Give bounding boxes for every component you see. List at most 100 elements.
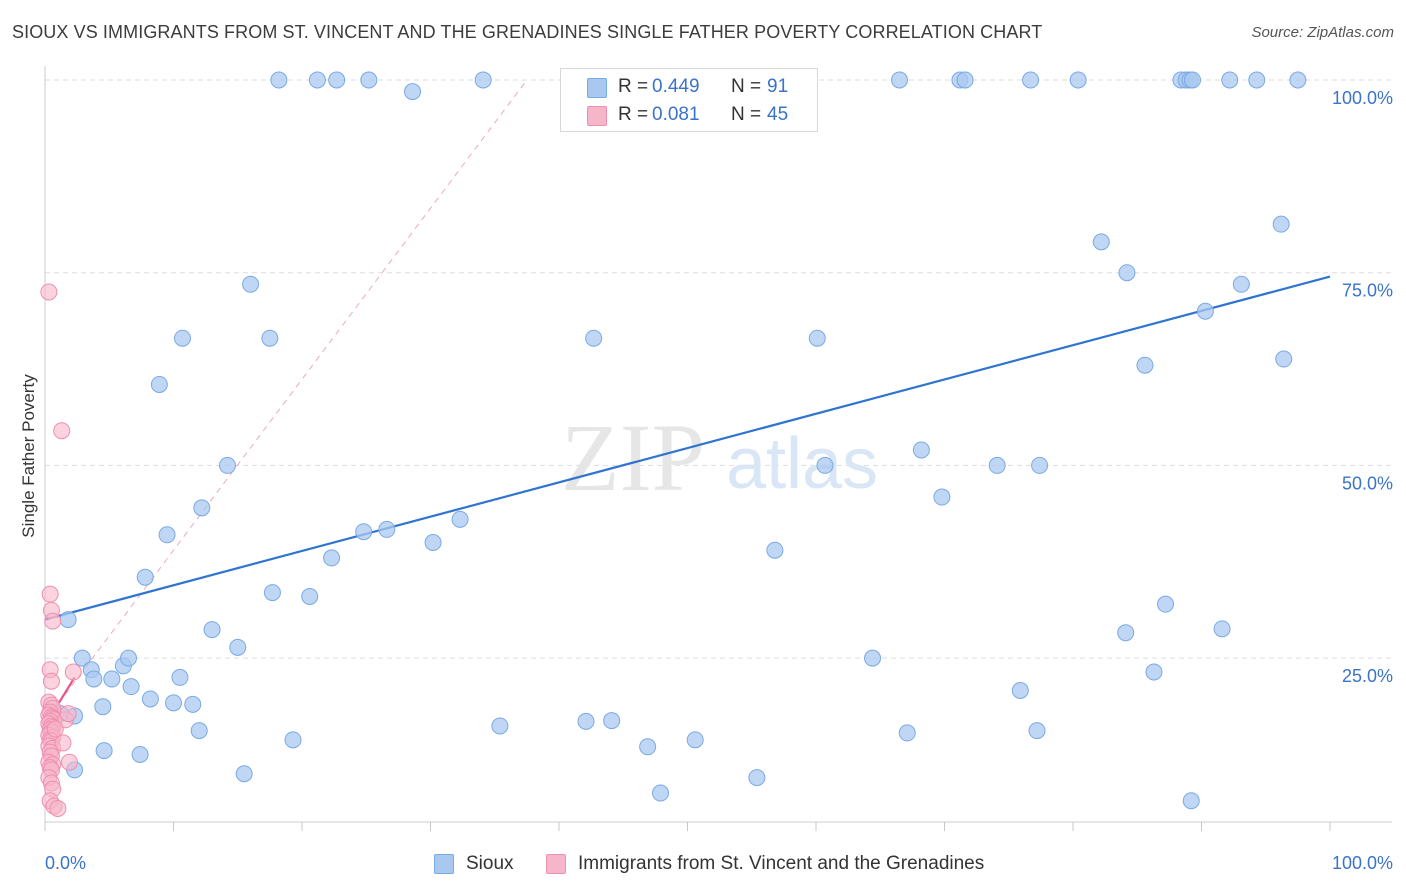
watermark-atlas: atlas	[726, 424, 878, 504]
point-sioux	[328, 71, 346, 89]
legend-swatch-sioux	[587, 78, 607, 98]
watermark-zip: ZIP	[561, 404, 705, 511]
point-sioux	[912, 441, 930, 459]
point-sioux	[577, 712, 595, 730]
point-sioux	[355, 523, 373, 541]
x-axis-max-label: 100.0%	[1332, 853, 1393, 873]
point-sioux	[173, 329, 191, 347]
point-sioux	[284, 731, 302, 749]
point-immigrants	[44, 612, 62, 630]
point-sioux	[1118, 264, 1136, 282]
point-sioux	[748, 769, 766, 787]
point-immigrants	[64, 663, 82, 681]
point-sioux	[639, 738, 657, 756]
legend-swatch-sioux	[434, 854, 454, 874]
legend-r-label: R =	[618, 76, 649, 97]
point-sioux	[165, 694, 182, 712]
point-sioux	[229, 638, 247, 656]
point-sioux	[150, 375, 168, 393]
point-sioux	[404, 83, 422, 101]
point-sioux	[131, 745, 149, 763]
point-immigrants	[54, 734, 72, 752]
point-sioux	[242, 275, 260, 293]
point-sioux	[652, 784, 670, 802]
y-tick-label-75: 75.0%	[1342, 281, 1393, 301]
chart-title: SIOUX VS IMMIGRANTS FROM ST. VINCENT AND…	[12, 22, 1043, 42]
watermark: ZIP atlas	[561, 404, 878, 511]
point-sioux	[686, 731, 704, 749]
legend-r-value: 0.449	[652, 76, 700, 97]
point-sioux	[474, 71, 492, 89]
point-sioux	[891, 71, 909, 89]
point-sioux	[1232, 275, 1250, 293]
y-tick-label-100: 100.0%	[1332, 88, 1393, 108]
point-sioux	[766, 541, 784, 559]
point-sioux	[451, 510, 469, 528]
legend-swatch-immigrants	[546, 854, 566, 874]
point-sioux	[424, 534, 442, 551]
point-sioux	[988, 456, 1006, 474]
point-sioux	[263, 584, 281, 602]
point-sioux	[122, 678, 140, 696]
legend-row-immigrants: R = 0.081 N = 45	[561, 100, 817, 130]
point-immigrants	[41, 585, 59, 603]
legend-n-value: 45	[767, 104, 789, 125]
trend-layer	[44, 79, 1331, 722]
point-sioux	[1117, 624, 1135, 642]
point-sioux	[603, 712, 621, 730]
point-sioux	[816, 456, 834, 474]
point-sioux	[1248, 71, 1266, 89]
point-sioux	[1275, 350, 1293, 368]
legend-n-label: N =	[731, 76, 762, 97]
legend-row-sioux: R = 0.449 N = 91	[561, 72, 817, 102]
point-sioux	[956, 71, 974, 89]
point-sioux	[1272, 215, 1290, 233]
point-sioux	[1092, 233, 1110, 251]
y-tick-labels: 25.0% 50.0% 75.0% 100.0%	[1332, 88, 1393, 686]
point-sioux	[301, 587, 319, 605]
point-sioux	[323, 549, 341, 567]
point-immigrants	[60, 753, 78, 771]
point-sioux	[1182, 792, 1200, 810]
grid-layer	[45, 79, 1392, 659]
stats-legend: R = 0.449 N = 91 R = 0.081 N = 45	[560, 68, 818, 132]
source-label: Source: ZipAtlas.com	[1251, 24, 1394, 41]
point-sioux	[1196, 302, 1214, 320]
point-sioux	[218, 456, 236, 474]
point-sioux	[1289, 71, 1307, 89]
point-sioux	[933, 488, 951, 506]
point-sioux	[1022, 71, 1040, 89]
point-sioux	[235, 765, 253, 783]
point-sioux	[171, 668, 189, 686]
point-sioux	[1028, 722, 1046, 740]
point-sioux	[378, 520, 396, 538]
trend-line-sioux	[44, 275, 1331, 621]
point-sioux	[203, 621, 221, 639]
point-sioux	[59, 611, 77, 629]
point-immigrants	[40, 283, 58, 301]
y-axis-title: Single Father Poverty	[19, 374, 38, 538]
point-immigrants	[59, 705, 77, 723]
point-immigrants	[46, 720, 64, 738]
y-tick-label-25: 25.0%	[1342, 666, 1393, 686]
point-sioux	[1145, 663, 1163, 681]
axis-layer	[44, 66, 1392, 831]
point-sioux	[491, 717, 509, 735]
trend-dashed-immigrants	[44, 79, 528, 722]
legend-swatch-immigrants	[587, 106, 607, 126]
point-sioux	[1069, 71, 1087, 89]
point-immigrants	[49, 799, 67, 817]
x-axis-min-label: 0.0%	[45, 853, 86, 873]
legend-r-value: 0.081	[652, 104, 700, 125]
point-sioux	[308, 71, 326, 89]
legend-n-value: 91	[767, 76, 789, 97]
point-sioux	[103, 670, 121, 688]
point-sioux	[585, 329, 603, 347]
point-immigrants	[53, 422, 71, 440]
point-sioux	[898, 724, 916, 742]
legend-label-sioux: Sioux	[466, 853, 514, 874]
point-sioux	[1221, 71, 1239, 89]
point-sioux	[193, 499, 211, 517]
point-sioux	[261, 329, 279, 347]
